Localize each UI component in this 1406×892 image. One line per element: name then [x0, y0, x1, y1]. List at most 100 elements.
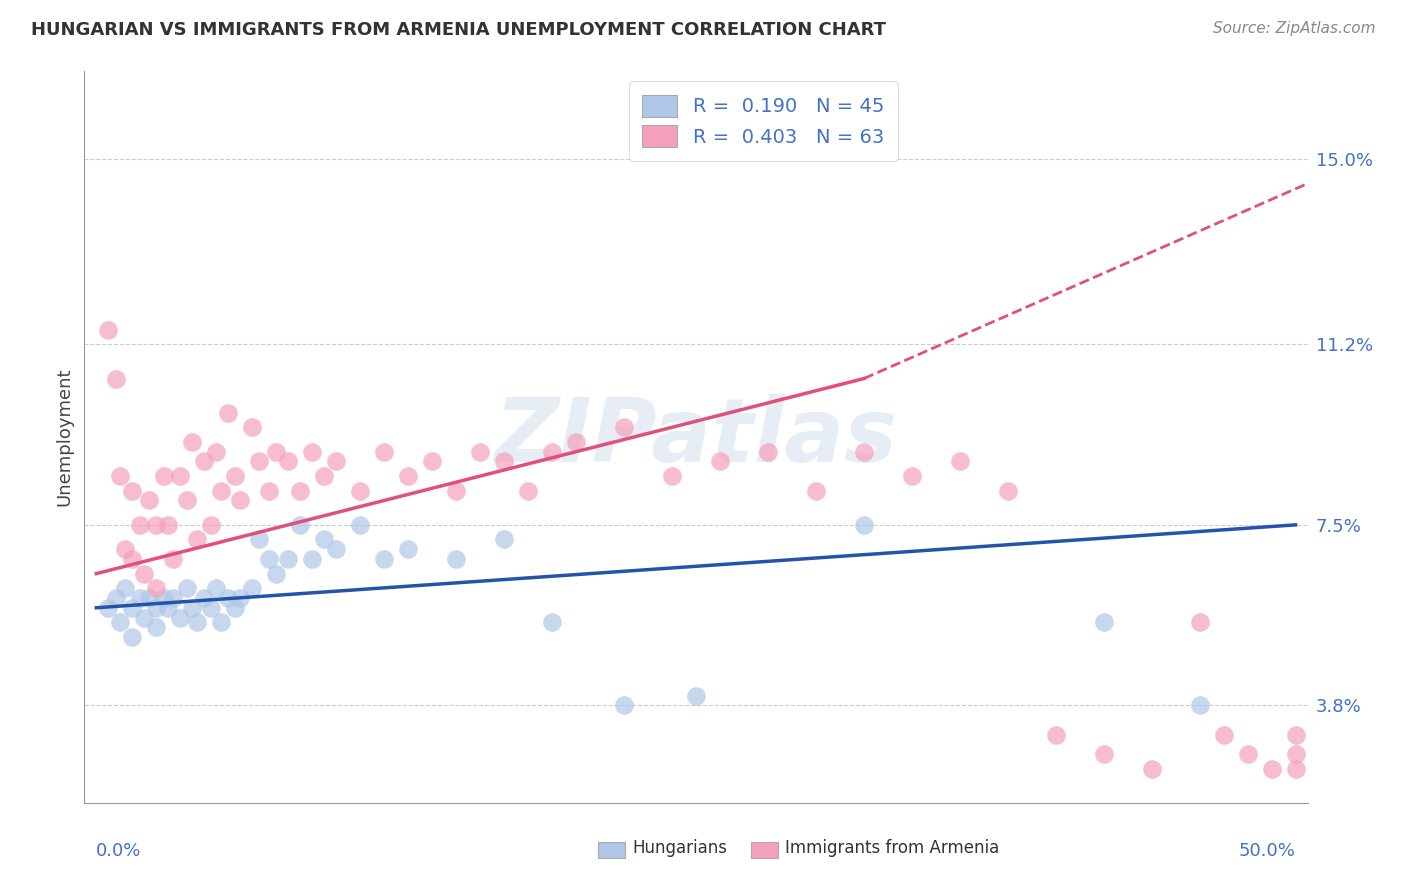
Point	[145, 600, 167, 615]
Point	[1284, 727, 1306, 741]
Point	[181, 600, 204, 615]
Point	[249, 533, 271, 547]
Point	[1188, 615, 1211, 630]
Point	[121, 552, 143, 566]
Point	[176, 493, 198, 508]
Text: ZIPatlas: ZIPatlas	[495, 393, 897, 481]
Point	[229, 591, 252, 605]
Point	[200, 600, 222, 615]
Point	[128, 591, 150, 605]
Point	[224, 600, 246, 615]
Text: HUNGARIAN VS IMMIGRANTS FROM ARMENIA UNEMPLOYMENT CORRELATION CHART: HUNGARIAN VS IMMIGRANTS FROM ARMENIA UNE…	[31, 21, 886, 38]
Point	[114, 542, 136, 557]
Point	[209, 483, 232, 498]
Point	[114, 581, 136, 595]
Point	[145, 517, 167, 532]
Point	[565, 434, 588, 449]
Point	[240, 581, 263, 595]
Point	[176, 581, 198, 595]
Text: Immigrants from Armenia: Immigrants from Armenia	[786, 839, 1000, 857]
Text: 0.0%: 0.0%	[97, 842, 142, 860]
Point	[685, 689, 707, 703]
Point	[121, 630, 143, 644]
Point	[949, 454, 972, 468]
Point	[229, 493, 252, 508]
Point	[152, 591, 174, 605]
Point	[134, 566, 156, 581]
Point	[709, 454, 731, 468]
Point	[264, 444, 287, 458]
Point	[104, 371, 127, 385]
Point	[249, 454, 271, 468]
Point	[240, 420, 263, 434]
Point	[277, 454, 299, 468]
Point	[325, 454, 347, 468]
Point	[290, 517, 312, 532]
Y-axis label: Unemployment: Unemployment	[55, 368, 73, 507]
Point	[541, 444, 564, 458]
Point	[128, 517, 150, 532]
Point	[186, 615, 208, 630]
Point	[1140, 762, 1163, 776]
Point	[804, 483, 827, 498]
Legend: R =  0.190   N = 45, R =  0.403   N = 63: R = 0.190 N = 45, R = 0.403 N = 63	[628, 81, 898, 161]
Point	[152, 469, 174, 483]
Point	[494, 533, 516, 547]
Point	[162, 552, 184, 566]
Point	[104, 591, 127, 605]
Point	[157, 517, 180, 532]
Text: Hungarians: Hungarians	[633, 839, 727, 857]
Point	[1260, 762, 1282, 776]
Point	[1045, 727, 1067, 741]
Point	[169, 610, 191, 624]
Point	[468, 444, 491, 458]
Point	[1212, 727, 1234, 741]
Point	[145, 581, 167, 595]
Point	[290, 483, 312, 498]
Point	[444, 552, 467, 566]
Point	[1236, 747, 1258, 761]
Point	[181, 434, 204, 449]
Point	[396, 469, 419, 483]
Point	[613, 698, 636, 713]
Point	[157, 600, 180, 615]
Point	[325, 542, 347, 557]
Point	[134, 610, 156, 624]
Point	[314, 469, 336, 483]
Bar	[751, 841, 778, 858]
Point	[224, 469, 246, 483]
Point	[200, 517, 222, 532]
Point	[97, 600, 120, 615]
Point	[217, 406, 239, 420]
Point	[186, 533, 208, 547]
Point	[373, 444, 395, 458]
Point	[205, 581, 228, 595]
Point	[901, 469, 924, 483]
Text: Source: ZipAtlas.com: Source: ZipAtlas.com	[1212, 21, 1375, 36]
Point	[314, 533, 336, 547]
Point	[517, 483, 540, 498]
Point	[1284, 762, 1306, 776]
Point	[205, 444, 228, 458]
Point	[145, 620, 167, 634]
Point	[209, 615, 232, 630]
Point	[1092, 747, 1115, 761]
Point	[349, 517, 371, 532]
Point	[277, 552, 299, 566]
Point	[301, 444, 323, 458]
Point	[997, 483, 1019, 498]
Point	[420, 454, 443, 468]
Point	[97, 323, 120, 337]
Point	[257, 552, 280, 566]
Point	[661, 469, 683, 483]
Point	[444, 483, 467, 498]
Point	[162, 591, 184, 605]
Point	[169, 469, 191, 483]
Text: 50.0%: 50.0%	[1239, 842, 1295, 860]
Bar	[598, 841, 626, 858]
Point	[217, 591, 239, 605]
Point	[257, 483, 280, 498]
Point	[541, 615, 564, 630]
Point	[110, 469, 132, 483]
Point	[121, 483, 143, 498]
